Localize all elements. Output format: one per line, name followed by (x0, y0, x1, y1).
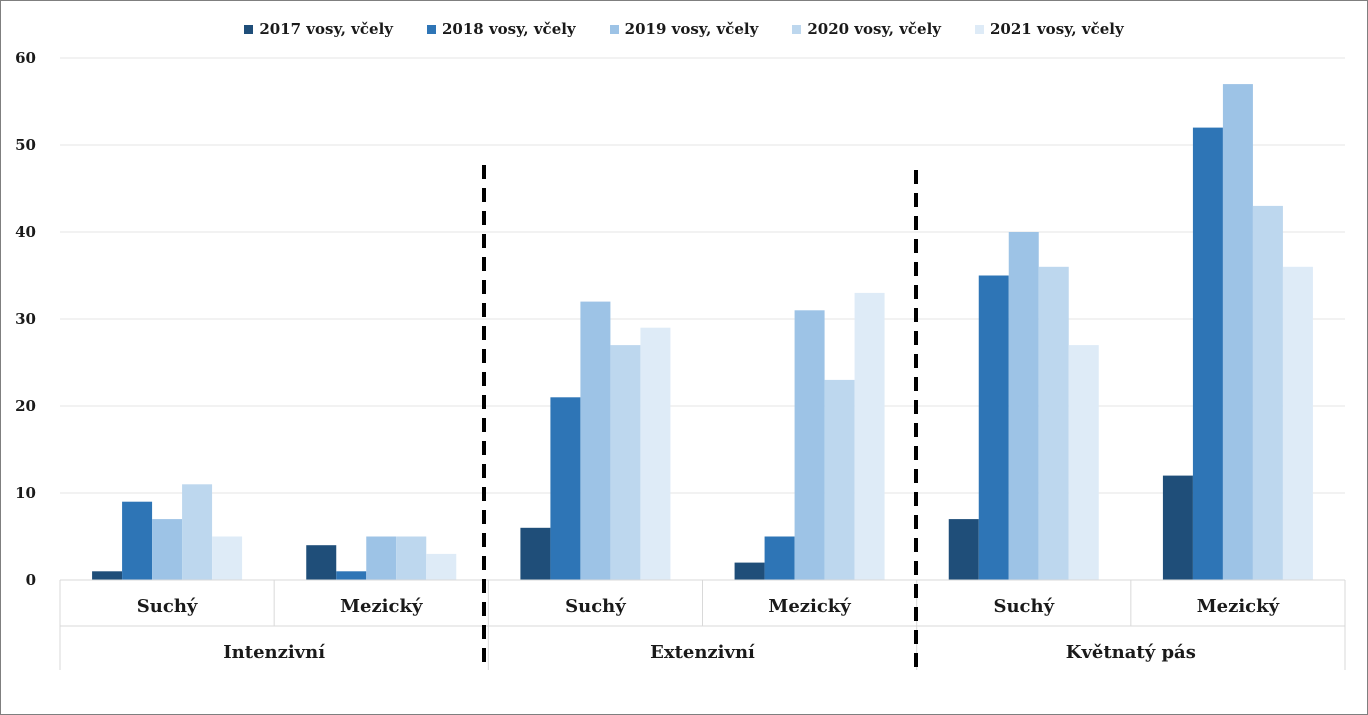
bar (182, 484, 213, 580)
bar (610, 345, 641, 580)
legend-label-2017: 2017 vosy, včely (259, 20, 393, 38)
bar (1282, 266, 1313, 580)
y-tick-label: 30 (15, 310, 36, 328)
bar (854, 292, 885, 580)
y-tick-label: 20 (15, 397, 36, 415)
x-category-label: Mezický (768, 596, 851, 617)
y-tick-label: 60 (15, 49, 36, 67)
axes: 0 10 20 30 40 50 60 Suchý Mezický Suchý Mezický Suc… (15, 49, 1346, 672)
legend-item-2020: 2020 vosy, včely (792, 20, 941, 38)
bar (640, 327, 671, 580)
legend-swatch-2020 (792, 24, 802, 34)
legend-label-2019: 2019 vosy, včely (624, 20, 759, 38)
legend-label-2020: 2020 vosy, včely (807, 20, 941, 38)
legend-swatch-2017 (244, 24, 254, 34)
bar (1192, 127, 1223, 580)
legend-swatch-2018 (426, 24, 436, 34)
bar (366, 536, 397, 580)
legend-swatch-2021 (975, 24, 984, 34)
legend-item-2021: 2021 vosy, včely (975, 20, 1124, 38)
bar (152, 519, 183, 580)
y-tick-label: 0 (26, 571, 36, 589)
legend-swatch-2019 (609, 24, 619, 34)
bar (1008, 232, 1039, 580)
x-category-label: Suchý (565, 596, 626, 617)
y-tick-label: 40 (15, 223, 36, 241)
bar (550, 397, 581, 580)
bar (396, 536, 427, 580)
bar (336, 571, 367, 580)
bars (92, 84, 1313, 580)
bar (948, 519, 979, 580)
bar (1162, 475, 1193, 580)
bar (212, 536, 243, 580)
y-tick-label: 50 (15, 136, 36, 154)
bar (794, 310, 825, 580)
legend-label-2021: 2021 vosy, včely (990, 20, 1124, 38)
x-group-label: Extenzivní (650, 642, 755, 663)
legend: 2017 vosy, včely 2018 vosy, včely 2019 v… (0, 20, 1368, 38)
x-category-label: Suchý (993, 596, 1054, 617)
x-group-label: Květnatý pás (1066, 642, 1196, 663)
bar (1038, 266, 1069, 580)
x-group-label: Intenzivní (223, 642, 325, 663)
bar (734, 562, 765, 580)
gridlines (60, 57, 1345, 494)
legend-item-2018: 2018 vosy, včely (426, 20, 576, 38)
x-category-label: Mezický (1197, 596, 1280, 617)
y-tick-label: 10 (15, 484, 36, 502)
bar (122, 501, 153, 580)
bar (824, 379, 855, 580)
bar (306, 545, 337, 580)
bar (1068, 345, 1099, 580)
legend-item-2017: 2017 vosy, včely (244, 20, 393, 38)
bar (1252, 205, 1283, 580)
legend-label-2018: 2018 vosy, včely (441, 20, 576, 38)
bar (520, 527, 551, 580)
x-category-label: Suchý (137, 596, 198, 617)
bar (580, 301, 611, 580)
x-category-label: Mezický (340, 596, 423, 617)
bar (426, 553, 457, 580)
bar (764, 536, 795, 580)
bar (978, 275, 1009, 580)
bar (1222, 84, 1253, 580)
legend-item-2019: 2019 vosy, včely (609, 20, 759, 38)
bar (92, 571, 123, 580)
